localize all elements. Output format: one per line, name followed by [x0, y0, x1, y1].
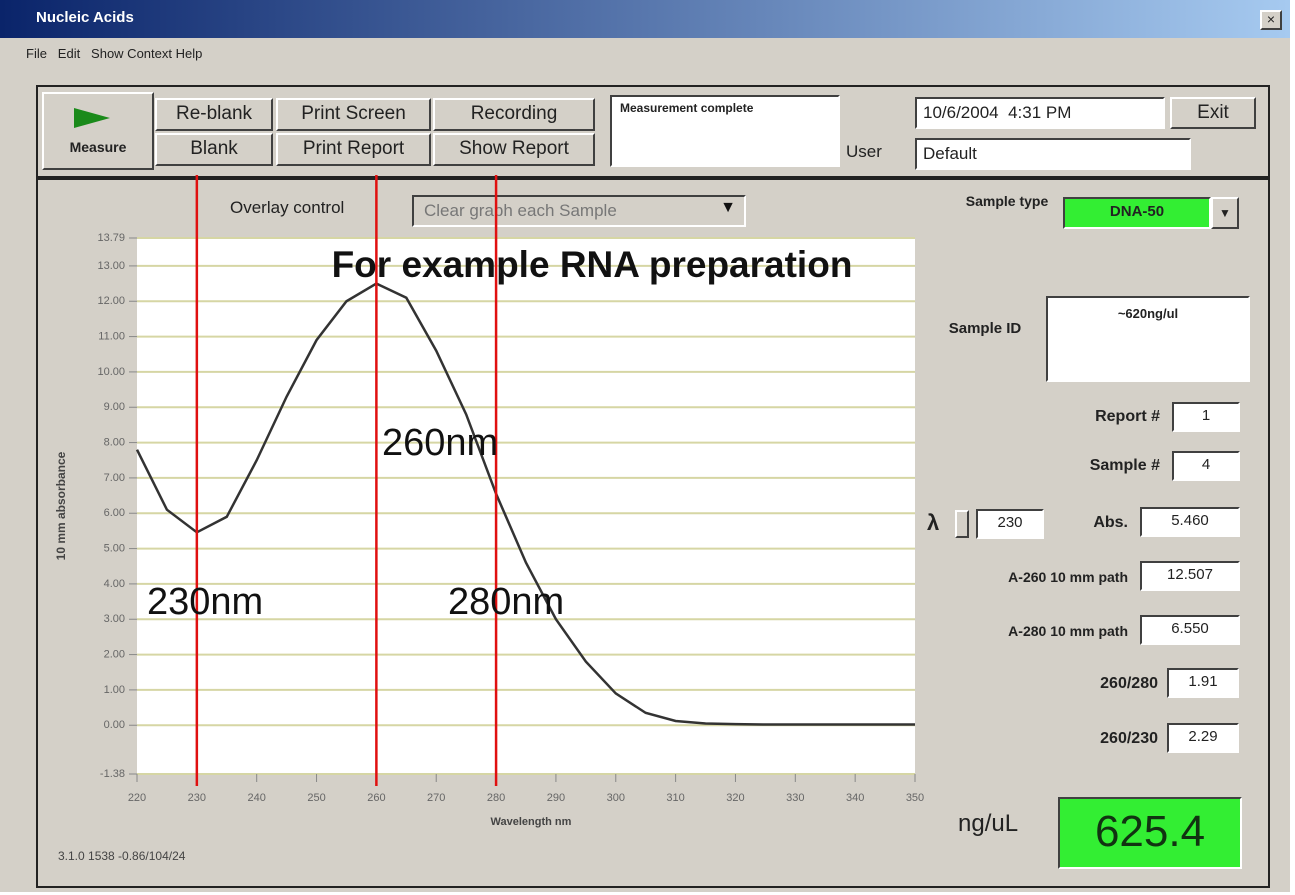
y-tick-label: 11.00 — [98, 330, 125, 342]
x-tick-label: 310 — [666, 792, 684, 804]
x-tick-label: 320 — [726, 792, 744, 804]
x-axis-label: Wavelength nm — [491, 816, 572, 828]
x-tick-label: 270 — [427, 792, 445, 804]
x-tick-label: 260 — [367, 792, 385, 804]
y-tick-label: -1.38 — [100, 768, 125, 780]
page: Nucleic Acids × File Edit Show Context H… — [0, 0, 1295, 895]
y-tick-label: 0.00 — [104, 719, 125, 731]
y-tick-label: 12.00 — [97, 295, 125, 307]
y-tick-label: 1.00 — [104, 684, 125, 696]
y-tick-label: 7.00 — [104, 472, 125, 484]
y-tick-label: 13.00 — [97, 260, 125, 272]
x-tick-label: 240 — [248, 792, 266, 804]
y-tick-label: 6.00 — [104, 507, 125, 519]
annotation: For example RNA preparation — [332, 244, 853, 285]
x-tick-label: 290 — [547, 792, 565, 804]
y-tick-label: 2.00 — [104, 648, 125, 660]
x-tick-label: 300 — [607, 792, 625, 804]
y-axis-label: 10 mm absorbance — [54, 451, 68, 560]
y-tick-label: 8.00 — [104, 436, 125, 448]
y-tick-label: 13.79 — [97, 232, 125, 244]
marker-label: 280nm — [448, 581, 564, 623]
x-tick-label: 340 — [846, 792, 864, 804]
y-tick-label: 4.00 — [104, 578, 125, 590]
y-tick-label: 5.00 — [104, 542, 125, 554]
y-tick-label: 10.00 — [97, 366, 125, 378]
y-tick-label: 9.00 — [104, 401, 125, 413]
x-tick-label: 250 — [307, 792, 325, 804]
marker-label: 260nm — [382, 422, 498, 464]
x-tick-label: 280 — [487, 792, 505, 804]
plot-area — [137, 238, 915, 774]
y-tick-label: 3.00 — [104, 613, 125, 625]
x-tick-label: 350 — [906, 792, 924, 804]
x-tick-label: 230 — [188, 792, 206, 804]
x-tick-label: 220 — [128, 792, 146, 804]
x-tick-label: 330 — [786, 792, 804, 804]
chart: -1.38 0.00 1.00 2.00 3.00 4.00 5.00 6.00 7.00 8.0… — [0, 0, 1295, 895]
marker-label: 230nm — [147, 581, 263, 623]
